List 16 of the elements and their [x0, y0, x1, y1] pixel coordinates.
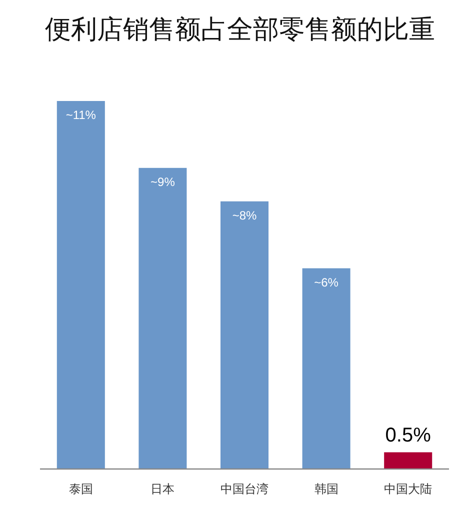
data-label: ~9% — [150, 174, 176, 189]
data-label: 0.5% — [385, 424, 432, 446]
x-tick-label: 中国大陆 — [384, 482, 432, 496]
bar — [302, 268, 350, 469]
data-label: ~6% — [314, 275, 339, 290]
x-tick-label: 日本 — [150, 482, 175, 496]
bar — [220, 201, 269, 469]
bar — [384, 452, 432, 469]
data-label: ~11% — [66, 108, 96, 122]
chart-title: 便利店销售额占全部零售额的比重 — [45, 14, 435, 44]
x-tick-label: 韩国 — [314, 482, 338, 496]
x-tick-label: 泰国 — [68, 482, 93, 496]
bar — [56, 101, 105, 469]
data-label: ~8% — [232, 208, 257, 222]
x-tick-label: 中国台湾 — [220, 482, 268, 496]
bar — [138, 168, 187, 469]
